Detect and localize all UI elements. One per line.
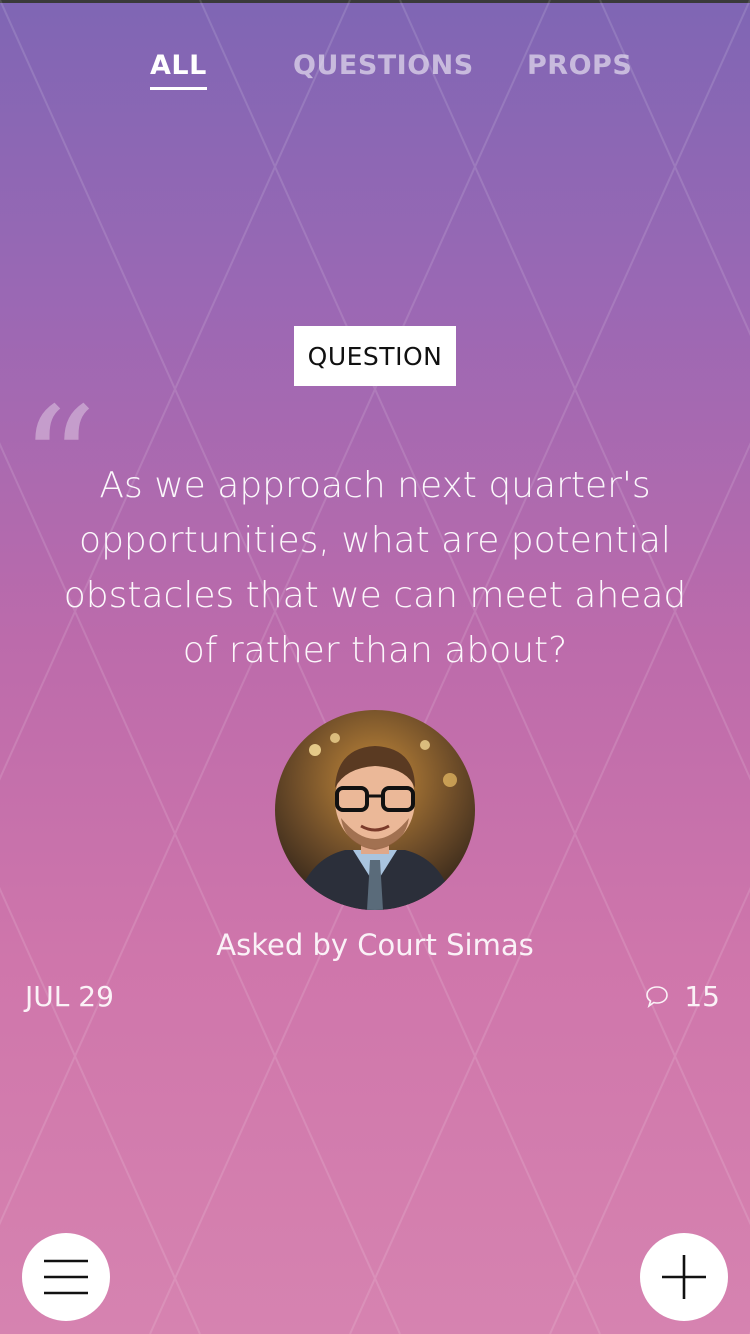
add-button[interactable] [640,1233,728,1321]
post-date: JUL 29 [25,980,114,1013]
tab-props[interactable]: PROPS [527,50,633,81]
comment-count: 15 [684,980,720,1013]
tab-all[interactable]: ALL [150,50,207,90]
question-type-badge: QUESTION [294,326,456,386]
comments-button[interactable]: 15 [644,980,720,1013]
plus-icon [662,1255,706,1299]
tab-questions[interactable]: QUESTIONS [293,50,474,81]
filter-tabs: ALL QUESTIONS PROPS [0,50,750,110]
menu-button[interactable] [22,1233,110,1321]
speech-bubble-icon [646,985,669,1008]
quote-mark-icon: “ [20,376,97,550]
avatar[interactable] [275,710,475,910]
asked-by-label: Asked by Court Simas [216,928,534,962]
status-strip [0,0,750,3]
question-text: As we approach next quarter's opportunit… [63,465,687,671]
avatar-photo [275,710,475,910]
hamburger-icon [44,1259,88,1295]
